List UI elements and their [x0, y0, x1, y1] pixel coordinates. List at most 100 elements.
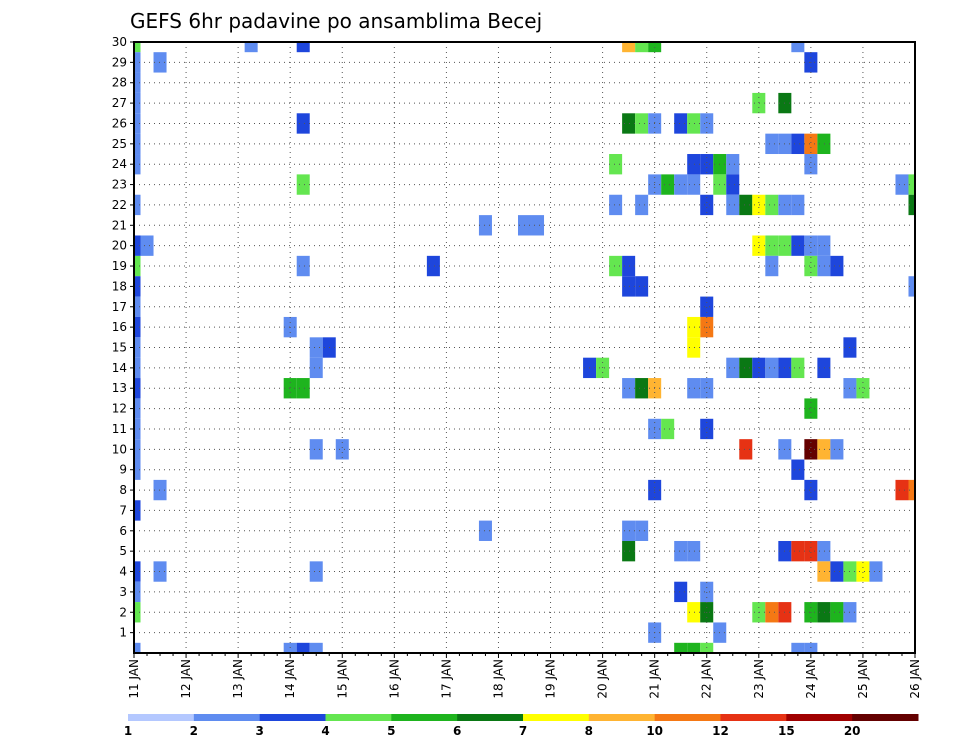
heatmap-cell	[804, 540, 818, 562]
heatmap-cell	[661, 174, 675, 195]
heatmap-cell	[739, 439, 753, 460]
x-tick-label: 16 JAN	[387, 659, 401, 699]
y-tick-label: 11	[112, 422, 127, 436]
heatmap-cell	[635, 378, 649, 399]
heatmap-cell	[830, 255, 844, 277]
heatmap-cell	[817, 602, 831, 623]
x-tick-label: 20 JAN	[596, 659, 610, 699]
heatmap-cell	[153, 52, 167, 73]
legend-label: 6	[453, 724, 461, 738]
legend-label: 2	[190, 724, 198, 738]
heatmap-cell	[817, 439, 831, 460]
legend-swatch	[457, 714, 524, 721]
legend-swatch	[786, 714, 853, 721]
x-tick-label: 21 JAN	[648, 659, 662, 699]
heatmap-cell	[674, 581, 688, 603]
x-tick-label: 23 JAN	[752, 659, 766, 699]
heatmap-cell	[134, 439, 141, 460]
heatmap-cell	[609, 255, 623, 277]
heatmap-cell	[296, 378, 310, 399]
heatmap-cell	[674, 113, 688, 134]
legend-label: 8	[585, 724, 593, 738]
x-tick-label: 24 JAN	[804, 659, 818, 699]
y-tick-label: 12	[112, 402, 127, 416]
heatmap-cell	[134, 357, 141, 379]
heatmap-cell	[739, 357, 753, 379]
heatmap-cell	[609, 154, 623, 175]
y-tick-label: 15	[112, 341, 127, 355]
legend-swatch	[588, 714, 656, 721]
heatmap-cell	[134, 42, 141, 53]
chart-title: GEFS 6hr padavine po ansamblima Becej	[130, 9, 542, 33]
heatmap-cell	[700, 296, 714, 317]
heatmap-cell	[739, 194, 753, 216]
heatmap-cell	[830, 439, 844, 460]
heatmap-cell	[804, 439, 818, 460]
y-tick-label: 13	[112, 381, 127, 395]
y-tick-label: 3	[119, 585, 127, 599]
y-tick-label: 7	[119, 503, 127, 517]
heatmap-cell	[674, 642, 688, 653]
x-tick-label: 13 JAN	[231, 659, 245, 699]
heatmap-cell	[687, 113, 701, 134]
heatmap-cell	[674, 540, 688, 562]
heatmap-cell	[765, 194, 779, 216]
heatmap-cell	[804, 133, 818, 155]
color-legend: 1 2 3 4 5 6 7 8 10 12 15 20	[124, 714, 919, 738]
heatmap-cell	[622, 113, 636, 134]
heatmap-cell	[687, 602, 701, 623]
heatmap-cell	[908, 479, 915, 501]
heatmap-cell	[791, 357, 805, 379]
legend-swatch	[325, 714, 392, 721]
x-tick-label: 14 JAN	[283, 659, 297, 699]
heatmap-cell	[804, 479, 818, 501]
heatmap-cell	[687, 316, 701, 338]
heatmap-cell	[856, 378, 870, 399]
heatmap-cell	[622, 520, 636, 541]
heatmap-cell	[752, 92, 766, 114]
y-tick-label: 30	[112, 35, 127, 49]
legend-swatch	[720, 714, 787, 721]
heatmap-cell	[765, 133, 779, 155]
heatmap-cell	[817, 357, 831, 379]
x-tick-label: 18 JAN	[491, 659, 505, 699]
heatmap-cell	[134, 52, 141, 73]
heatmap-cell	[134, 154, 141, 175]
heatmap-cell	[296, 255, 310, 277]
y-tick-label: 1	[119, 626, 127, 640]
heatmap-cell	[134, 133, 141, 155]
heatmap-cell	[895, 479, 909, 501]
heatmap-cell	[309, 357, 323, 379]
heatmap-cell	[309, 439, 323, 460]
heatmap-cell	[687, 174, 701, 195]
y-tick-label: 18	[112, 279, 127, 293]
heatmap-cell	[134, 602, 141, 623]
heatmap-cell	[726, 154, 740, 175]
heatmap-cell	[817, 540, 831, 562]
heatmap-cell	[134, 92, 141, 114]
y-tick-label: 16	[112, 320, 127, 334]
x-tick-label: 26 JAN	[908, 659, 922, 699]
heatmap-cell	[869, 561, 883, 582]
heatmap-cell	[765, 235, 779, 256]
heatmap-cell	[134, 398, 141, 419]
heatmap-cell	[830, 561, 844, 582]
heatmap-cell	[674, 174, 688, 195]
heatmap-cell	[426, 255, 440, 277]
y-tick-label: 19	[112, 259, 127, 273]
heatmap-cell	[804, 255, 818, 277]
heatmap-cell	[335, 439, 349, 460]
heatmap-cell	[726, 357, 740, 379]
heatmap-cell	[856, 561, 870, 582]
heatmap-cell	[908, 194, 915, 216]
heatmap-cell	[661, 418, 675, 440]
heatmap-cell	[635, 276, 649, 297]
heatmap-cell	[309, 561, 323, 582]
y-tick-label: 25	[112, 137, 127, 151]
y-tick-label: 4	[119, 565, 127, 579]
heatmap-cell	[134, 500, 141, 521]
y-tick-label: 24	[112, 157, 127, 171]
legend-label: 12	[712, 724, 729, 738]
heatmap-cell	[609, 194, 623, 216]
x-tick-label: 12 JAN	[179, 659, 193, 699]
